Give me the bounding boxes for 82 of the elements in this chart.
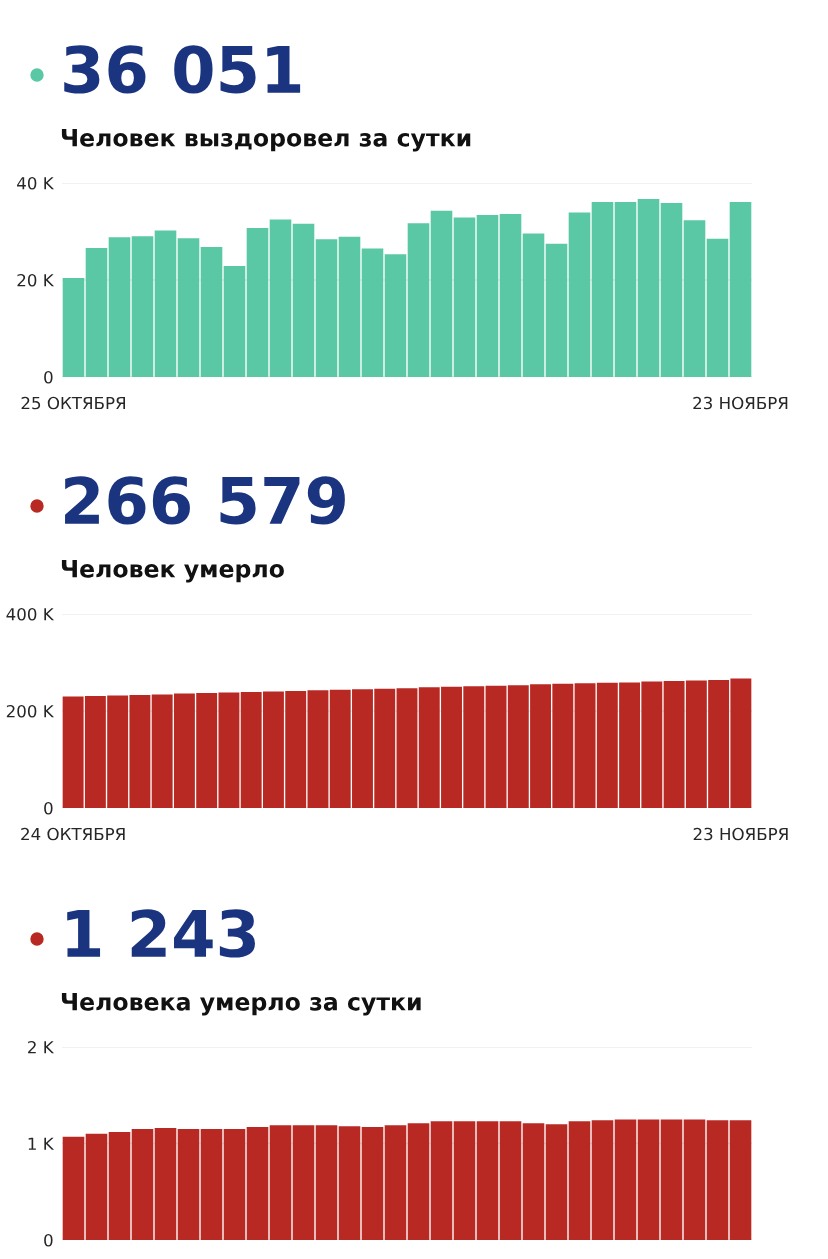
bar [568,212,591,377]
x-tick-label: 24 ОКТЯБРЯ [21,827,125,841]
bar [131,1129,154,1240]
y-tick-label: 400 K [6,607,55,621]
y-tick-label: 0 [44,370,53,384]
chart-subtitle: Человека умерло за сутки [61,993,421,1016]
y-tick-label: 20 K [17,273,55,287]
bar [637,1119,660,1240]
bar [499,214,522,377]
bar [453,1121,476,1240]
bar [108,1131,131,1240]
bar [485,685,507,808]
bar [660,1119,683,1240]
bar [614,201,637,377]
bar [683,1119,706,1240]
bar [706,238,729,377]
chart-title: 266 579 [65,476,345,525]
bar [292,223,315,377]
y-tick-label: 40 K [17,176,55,190]
bar [269,1125,292,1240]
bar [522,1123,545,1240]
bar [729,1120,752,1240]
bar [545,243,568,377]
chart-title: 36 051 [64,45,301,94]
x-tick-label: 23 НОЯБРЯ [693,396,788,410]
bar [131,236,154,377]
bar [591,1120,614,1240]
bar [568,1121,591,1240]
chart-subtitle: Человек выздоровел за сутки [61,129,471,152]
bar [384,254,407,377]
chart-subtitle: Человек умерло [61,560,284,583]
bar [62,278,85,377]
bar [85,247,108,377]
bar [683,220,706,377]
bar [706,1120,729,1240]
bar [614,1119,637,1240]
y-tick-label: 0 [44,1233,53,1247]
bar [499,1121,522,1240]
bar [200,1129,223,1240]
chart-title: 1 243 [67,909,255,958]
bar [545,1124,568,1240]
bar [407,1123,430,1240]
bar [338,1126,361,1240]
bar [315,1125,338,1240]
bar [108,237,131,377]
bar [338,236,361,377]
bar [476,215,499,377]
bar [292,1125,315,1240]
y-tick-label: 0 [44,801,53,815]
bar [476,1121,499,1240]
bar [453,217,476,377]
bar [154,1128,177,1240]
bar [223,265,246,377]
bar [522,233,545,377]
bar [361,248,384,377]
bar [62,1136,85,1240]
bar [407,223,430,377]
bar [269,219,292,377]
bar [154,230,177,377]
bar [396,688,418,808]
y-tick-label: 1 K [28,1137,55,1150]
bar [637,199,660,377]
bar [177,238,200,377]
x-tick-label: 25 ОКТЯБРЯ [21,396,126,410]
bar [660,202,683,377]
bar [430,1121,453,1240]
y-tick-label: 2 K [28,1040,55,1054]
y-tick-label: 200 K [6,704,55,718]
bar [591,201,614,377]
bar [223,1129,246,1240]
bar [384,1125,407,1240]
bar [177,1129,200,1240]
bar [246,228,269,377]
bar [246,1127,269,1240]
bar [430,210,453,377]
bar [307,690,329,808]
bar [361,1127,384,1240]
bar [729,201,752,377]
bar [200,247,223,377]
bar [85,1133,108,1240]
x-tick-label: 23 НОЯБРЯ [693,827,788,841]
bar [315,239,338,377]
